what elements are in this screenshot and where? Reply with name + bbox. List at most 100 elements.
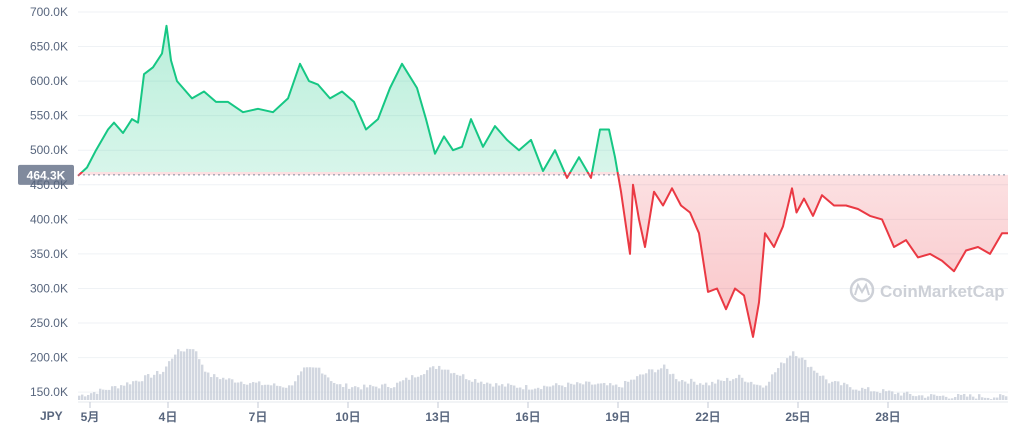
volume-bar — [480, 381, 483, 400]
volume-bar — [192, 349, 195, 400]
volume-bar — [801, 357, 804, 400]
volume-bar — [780, 362, 783, 400]
volume-bar — [624, 380, 627, 400]
volume-bar — [501, 384, 504, 400]
volume-bar — [828, 383, 831, 400]
volume-bar — [573, 384, 576, 400]
currency-label: JPY — [40, 409, 63, 423]
y-tick-label: 250.0K — [30, 316, 68, 330]
volume-bar — [531, 389, 534, 400]
volume-bar — [798, 358, 801, 400]
volume-bar — [702, 384, 705, 400]
volume-bar — [669, 374, 672, 400]
volume-bar — [606, 385, 609, 400]
volume-bar — [273, 383, 276, 400]
volume-bar — [978, 394, 981, 400]
volume-bar — [444, 369, 447, 400]
volume-bar — [783, 363, 786, 400]
volume-bar — [1002, 395, 1005, 400]
volume-bar — [216, 377, 219, 400]
volume-bar — [615, 384, 618, 400]
volume-bar — [600, 383, 603, 400]
y-tick-label: 550.0K — [30, 109, 68, 123]
volume-bar — [741, 377, 744, 400]
volume-bar — [384, 383, 387, 400]
price-line-below — [77, 172, 1008, 338]
volume-bar — [549, 386, 552, 400]
volume-bar — [183, 351, 186, 400]
volume-bar — [792, 351, 795, 400]
volume-bar — [597, 383, 600, 400]
volume-bar — [894, 394, 897, 400]
volume-bar — [180, 351, 183, 400]
y-axis: 700.0K 650.0K 600.0K 550.0K 500.0K 450.0K 400.… — [30, 5, 68, 399]
price-area-below — [78, 172, 1008, 337]
volume-bar — [429, 367, 432, 400]
volume-bar — [855, 389, 858, 400]
volume-bar — [147, 374, 150, 400]
volume-bar — [576, 382, 579, 400]
volume-bar — [300, 371, 303, 400]
volume-bar — [306, 367, 309, 400]
volume-bar — [891, 391, 894, 400]
volume-bar — [312, 367, 315, 400]
volume-bar — [459, 375, 462, 400]
volume-bar — [561, 385, 564, 400]
volume-bar — [126, 382, 129, 400]
volume-bar — [852, 389, 855, 400]
volume-bar — [885, 391, 888, 400]
volume-bar — [693, 381, 696, 400]
volume-bar — [690, 378, 693, 400]
volume-bar — [96, 393, 99, 400]
volume-bar — [387, 386, 390, 400]
volume-bar — [864, 388, 867, 400]
volume-bar — [132, 381, 135, 400]
volume-bar — [402, 380, 405, 400]
volume-bar — [657, 369, 660, 400]
volume-bar — [399, 381, 402, 400]
y-tick-label: 450.0K — [30, 178, 68, 192]
volume-bar — [540, 389, 543, 400]
volume-bar — [414, 377, 417, 400]
volume-bar — [843, 382, 846, 400]
volume-bar — [162, 371, 165, 400]
volume-bar — [453, 372, 456, 400]
volume-bar — [825, 379, 828, 400]
x-tick-label: 7日 — [249, 410, 268, 424]
volume-bar — [987, 397, 990, 400]
volume-bar — [309, 367, 312, 400]
volume-bar — [711, 381, 714, 400]
volume-bar — [717, 379, 720, 400]
volume-bar — [909, 393, 912, 400]
volume-bar — [537, 387, 540, 400]
volume-bar — [960, 394, 963, 400]
volume-bar — [684, 381, 687, 400]
y-tick-label: 400.0K — [30, 212, 68, 226]
volume-bar — [681, 379, 684, 400]
x-tick-label: 22日 — [695, 410, 720, 424]
volume-bar — [849, 387, 852, 400]
volume-bar — [81, 394, 84, 400]
volume-bar — [738, 374, 741, 400]
volume-bar — [933, 394, 936, 400]
volume-bar — [567, 382, 570, 400]
volume-bar — [639, 374, 642, 400]
volume-bar — [759, 385, 762, 400]
coinmarketcap-logo-icon — [849, 277, 875, 303]
volume-bar — [660, 368, 663, 400]
volume-bar — [507, 383, 510, 400]
volume-bar — [645, 373, 648, 400]
x-tick-label: 16日 — [515, 410, 540, 424]
volume-bar — [243, 384, 246, 400]
volume-bar — [999, 394, 1002, 400]
volume-bar — [78, 395, 81, 400]
volume-bar — [363, 384, 366, 400]
y-tick-label: 700.0K — [30, 5, 68, 19]
volume-bar — [972, 396, 975, 400]
volume-bar — [648, 369, 651, 400]
volume-bar — [438, 365, 441, 400]
volume-bar — [489, 383, 492, 400]
volume-bar — [411, 375, 414, 400]
volume-bar — [636, 376, 639, 400]
volume-bar — [975, 398, 978, 400]
